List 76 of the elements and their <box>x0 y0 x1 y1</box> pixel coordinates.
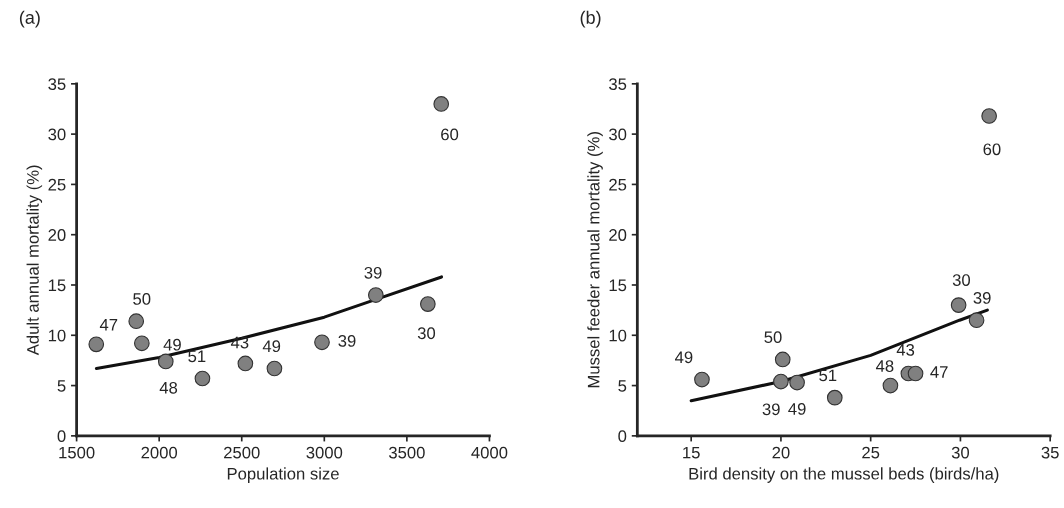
point <box>367 287 384 303</box>
point <box>237 355 254 372</box>
y-tick-label: 25 <box>48 178 66 191</box>
x-tick-label: 35 <box>1041 446 1059 459</box>
chart-title: (a) <box>19 10 40 28</box>
x-tick-label: 2000 <box>141 446 178 459</box>
y-tick-label: 15 <box>609 279 627 292</box>
point <box>826 389 843 406</box>
point <box>194 370 211 387</box>
y-tick-label: 10 <box>48 329 66 342</box>
y-tick-label: 30 <box>48 128 66 141</box>
y-tick-label: 30 <box>609 128 627 141</box>
y-axis-title: Adult annual mortality (%) <box>26 165 43 356</box>
annotation: 51 <box>819 369 837 382</box>
y-tick-label: 10 <box>609 329 627 342</box>
annotation: 50 <box>764 331 782 344</box>
annotation: 51 <box>188 350 206 363</box>
y-tick-label: 5 <box>57 380 66 392</box>
y-tick-label: 35 <box>48 78 66 91</box>
chart-title: (b) <box>580 10 601 28</box>
x-tick-label: 1500 <box>59 446 95 459</box>
y-tick-label: 5 <box>618 380 627 392</box>
annotation: 48 <box>875 360 894 372</box>
annotation: 30 <box>417 327 436 340</box>
annotation: 43 <box>230 336 249 349</box>
point <box>981 108 997 124</box>
x-tick-label: 3500 <box>388 446 425 459</box>
annotation: 47 <box>99 319 118 331</box>
point <box>88 336 105 353</box>
annotation: 43 <box>896 343 915 356</box>
point <box>433 96 450 112</box>
y-tick-label: 15 <box>48 279 66 292</box>
y-tick-label: 25 <box>609 178 627 191</box>
annotation: 48 <box>159 381 178 394</box>
x-tick-label: 2500 <box>224 446 260 459</box>
annotation: 39 <box>364 266 382 279</box>
y-axis-title: Mussel feeder annual mortality (%) <box>587 132 603 388</box>
point <box>694 371 710 388</box>
annotation: 50 <box>133 293 151 305</box>
x-axis-title: Bird density on the mussel beds (birds/ha) <box>689 467 999 483</box>
point <box>773 373 789 390</box>
annotation: 49 <box>675 351 693 364</box>
x-tick-label: 25 <box>862 446 880 459</box>
annotation: 60 <box>441 128 459 141</box>
annotation: 39 <box>762 403 780 416</box>
x-axis-title: Population size <box>227 467 339 483</box>
point <box>266 360 283 377</box>
annotation: 49 <box>262 340 281 353</box>
point <box>128 313 145 330</box>
point <box>950 297 967 313</box>
point <box>774 351 791 368</box>
x-tick-label: 4000 <box>471 446 508 459</box>
point <box>789 374 805 391</box>
point <box>968 312 985 329</box>
annotation: 60 <box>983 143 1001 156</box>
point <box>314 334 330 351</box>
x-tick-label: 20 <box>772 446 790 459</box>
annotation: 49 <box>788 403 806 415</box>
y-tick-label: 20 <box>609 229 627 241</box>
y-tick-label: 0 <box>57 430 66 443</box>
annotation: 49 <box>163 338 181 351</box>
point <box>133 335 150 352</box>
x-tick-label: 3000 <box>306 446 343 459</box>
x-tick-label: 30 <box>951 446 970 459</box>
annotation: 30 <box>952 274 971 286</box>
annotation: 47 <box>930 366 948 378</box>
y-tick-label: 35 <box>609 78 627 91</box>
point <box>157 353 174 370</box>
x-tick-label: 15 <box>683 446 700 459</box>
point <box>420 296 436 312</box>
annotation: 39 <box>973 292 991 304</box>
point <box>882 377 899 394</box>
y-tick-label: 0 <box>618 430 627 443</box>
point <box>907 365 924 382</box>
y-tick-label: 20 <box>48 229 66 241</box>
annotation: 39 <box>338 334 356 347</box>
